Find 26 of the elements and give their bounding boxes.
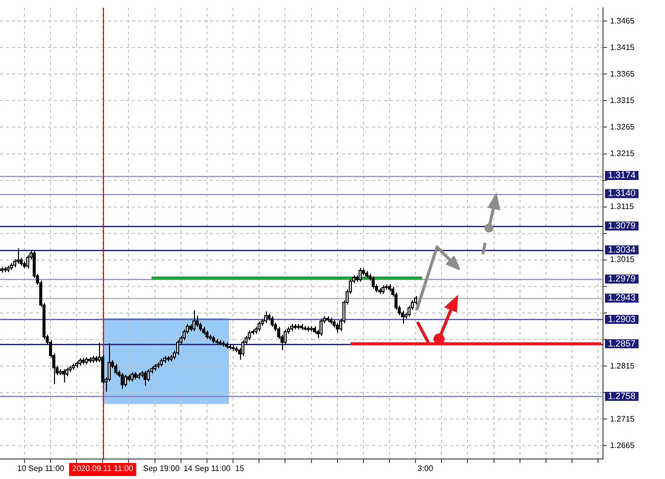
ref-line-label: 1.3174 xyxy=(608,170,636,180)
y-tick-label: 1.3215 xyxy=(610,148,636,158)
y-tick-label: 1.3415 xyxy=(610,42,636,52)
x-tick-label: Sep 19:00 xyxy=(143,464,180,474)
ref-line-label: 1.3034 xyxy=(608,244,636,254)
y-tick-label: 1.2715 xyxy=(610,414,636,424)
ref-line-label: 1.2758 xyxy=(608,390,636,401)
y-tick-label: 1.2815 xyxy=(610,361,636,370)
y-tick-label: 1.3115 xyxy=(610,202,634,212)
y-tick-label: 1.2665 xyxy=(610,440,636,450)
ref-line-label: 1.2857 xyxy=(608,338,636,348)
y-tick-label: 1.3315 xyxy=(610,96,636,105)
x-tick-label: 2020.09.11 11:00 xyxy=(72,464,134,474)
y-tick-label: 1.3365 xyxy=(610,69,636,78)
ref-line-label: 1.3140 xyxy=(608,188,636,198)
ref-line-label: 1.2903 xyxy=(608,314,636,324)
x-tick-label: 10 Sep 11:00 xyxy=(17,464,65,474)
x-tick-label: 15 xyxy=(235,464,245,474)
x-tick-label: 3:00 xyxy=(418,464,434,474)
ref-line-label: 1.2979 xyxy=(608,274,636,284)
ref-line-label: 1.2943 xyxy=(608,292,636,303)
y-tick-label: 1.3015 xyxy=(610,255,636,264)
y-tick-label: 1.3265 xyxy=(610,122,636,132)
y-tick-label: 1.3465 xyxy=(610,16,636,26)
x-tick-label: 14 Sep 11:00 xyxy=(183,464,232,474)
ref-line-label: 1.3079 xyxy=(608,220,636,230)
